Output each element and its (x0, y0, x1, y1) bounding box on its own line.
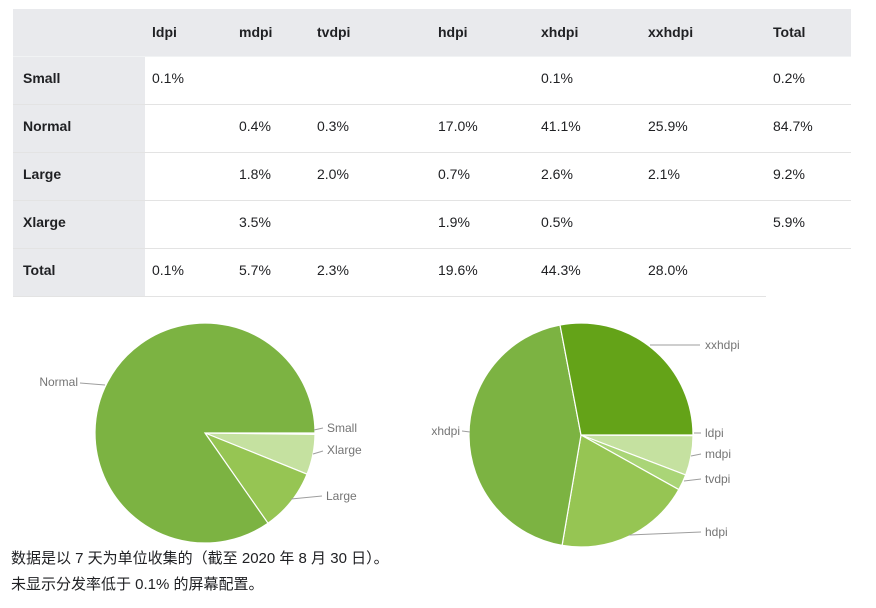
pie-label-mdpi: mdpi (705, 447, 732, 461)
cell-xlarge-ldpi (145, 200, 232, 249)
cell-small-ldpi: 0.1% (145, 56, 232, 105)
table-row-small: Small 0.1% 0.1% 0.2% (13, 56, 851, 105)
leader-line-tvdpi (683, 478, 702, 482)
cell-total-tvdpi: 2.3% (310, 248, 431, 297)
pie-label-small: Small (327, 421, 358, 435)
leader-line-xhdpi (461, 430, 471, 433)
pie-screen-sizes-svg (79, 322, 324, 544)
cell-normal-tvdpi: 0.3% (310, 104, 431, 153)
leader-line-hdpi (628, 531, 702, 536)
cell-normal-xhdpi: 41.1% (534, 104, 641, 153)
pie-label-normal: Normal (39, 375, 78, 389)
pie-screen-densities-svg (461, 322, 702, 548)
cell-xlarge-hdpi: 1.9% (431, 200, 534, 249)
cell-xlarge-xhdpi: 0.5% (534, 200, 641, 249)
cell-normal-xxhdpi: 25.9% (641, 104, 766, 153)
cell-normal-hdpi: 17.0% (431, 104, 534, 153)
pie-chart-screen-sizes: Normal Small Xlarge Large (10, 318, 430, 553)
pie-label-large: Large (326, 489, 357, 503)
footnote-line-threshold: 未显示分发率低于 0.1% 的屏幕配置。 (11, 576, 264, 593)
distribution-table: ldpi mdpi tvdpi hdpi xhdpi xxhdpi Total … (13, 9, 851, 297)
cell-xlarge-xxhdpi (641, 200, 766, 249)
cell-small-mdpi (232, 56, 310, 105)
col-header-ldpi: ldpi (145, 9, 232, 57)
cell-large-ldpi (145, 152, 232, 201)
col-header-mdpi: mdpi (232, 9, 310, 57)
cell-total-xhdpi: 44.3% (534, 248, 641, 297)
leader-line-xlarge (312, 450, 324, 455)
table-row-xlarge: Xlarge 3.5% 1.9% 0.5% 5.9% (13, 200, 851, 249)
table-row-total: Total 0.1% 5.7% 2.3% 19.6% 44.3% 28.0% (13, 248, 851, 297)
col-header-tvdpi: tvdpi (310, 9, 431, 57)
cell-xlarge-total: 5.9% (766, 200, 851, 249)
cell-normal-ldpi (145, 104, 232, 153)
cell-total-xxhdpi: 28.0% (641, 248, 766, 297)
pie-slice-normal (94, 322, 316, 544)
pie-label-xhdpi: xhdpi (431, 424, 460, 438)
row-label-large: Large (13, 152, 145, 201)
cell-large-xxhdpi: 2.1% (641, 152, 766, 201)
cell-xlarge-tvdpi (310, 200, 431, 249)
leader-line-mdpi (690, 453, 702, 457)
pie-label-tvdpi: tvdpi (705, 472, 731, 486)
cell-total-ldpi: 0.1% (145, 248, 232, 297)
leader-line-large (290, 495, 323, 500)
cell-total-mdpi: 5.7% (232, 248, 310, 297)
leader-line-small (313, 427, 324, 431)
cell-normal-mdpi: 0.4% (232, 104, 310, 153)
pie-slice-xxhdpi (559, 322, 694, 436)
pie-slice-xhdpi (468, 324, 582, 547)
table-row-normal: Normal 0.4% 0.3% 17.0% 41.1% 25.9% 84.7% (13, 104, 851, 153)
pie-slice-hdpi (561, 434, 680, 548)
table-header-row: ldpi mdpi tvdpi hdpi xhdpi xxhdpi Total (13, 9, 851, 57)
col-header-hdpi: hdpi (431, 9, 534, 57)
row-label-small: Small (13, 56, 145, 105)
leader-line-normal (79, 382, 106, 386)
cell-small-tvdpi (310, 56, 431, 105)
cell-small-xhdpi: 0.1% (534, 56, 641, 105)
pie-label-xlarge: Xlarge (327, 443, 362, 457)
cell-large-xhdpi: 2.6% (534, 152, 641, 201)
row-label-total: Total (13, 248, 145, 297)
footnote-line-collection-period: 数据是以 7 天为单位收集的（截至 2020 年 8 月 30 日）。 (11, 550, 389, 567)
row-label-normal: Normal (13, 104, 145, 153)
pie-label-xxhdpi: xxhdpi (705, 338, 740, 352)
cell-large-tvdpi: 2.0% (310, 152, 431, 201)
cell-large-hdpi: 0.7% (431, 152, 534, 201)
pie-label-hdpi: hdpi (705, 525, 728, 539)
col-header-xhdpi: xhdpi (534, 9, 641, 57)
row-label-xlarge: Xlarge (13, 200, 145, 249)
pie-chart-screen-densities: xxhdpi xhdpi ldpi mdpi tvdpi hdpi (430, 318, 876, 553)
cell-xlarge-mdpi: 3.5% (232, 200, 310, 249)
corner-header-cell (13, 9, 145, 57)
cell-small-xxhdpi (641, 56, 766, 105)
cell-small-hdpi (431, 56, 534, 105)
col-header-xxhdpi: xxhdpi (641, 9, 766, 57)
cell-large-mdpi: 1.8% (232, 152, 310, 201)
pie-label-ldpi: ldpi (705, 426, 724, 440)
col-header-total: Total (766, 9, 851, 57)
table-row-large: Large 1.8% 2.0% 0.7% 2.6% 2.1% 9.2% (13, 152, 851, 201)
cell-normal-total: 84.7% (766, 104, 851, 153)
cell-total-total (766, 248, 851, 296)
cell-large-total: 9.2% (766, 152, 851, 201)
footnote: 数据是以 7 天为单位收集的（截至 2020 年 8 月 30 日）。 未显示分… (11, 546, 389, 598)
cell-small-total: 0.2% (766, 56, 851, 105)
cell-total-hdpi: 19.6% (431, 248, 534, 297)
